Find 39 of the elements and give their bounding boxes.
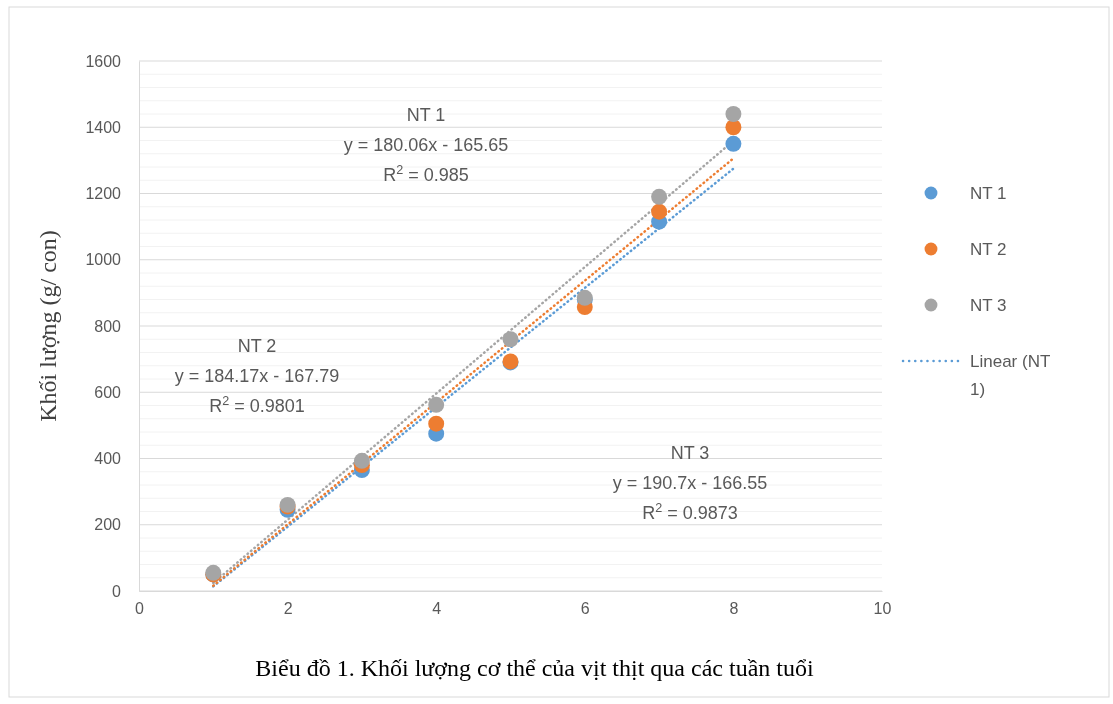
- x-tick-label: 10: [873, 600, 892, 618]
- y-tick-label: 600: [94, 383, 122, 401]
- point: [725, 135, 742, 152]
- x-tick-label: 4: [432, 600, 442, 618]
- x-tick-label: 0: [135, 600, 145, 618]
- x-tick-label: 6: [580, 600, 590, 618]
- legend-label: Linear (NT 1): [970, 352, 1051, 399]
- legend-label: NT 3: [970, 296, 1007, 315]
- x-tick-label: 8: [729, 600, 739, 618]
- point: [428, 396, 445, 413]
- x-tick-label: 2: [283, 600, 293, 618]
- legend-label: NT 1: [970, 184, 1007, 203]
- annotation: y = 180.06x - 165.65: [343, 135, 509, 155]
- point: [353, 452, 370, 469]
- annotation: NT 3: [670, 443, 710, 463]
- y-tick-label: 0: [112, 582, 122, 600]
- point: [725, 106, 742, 122]
- annotation: R$^{2}$ = 0.9873: [642, 501, 738, 523]
- legend-label: NT 2: [970, 240, 1007, 259]
- y-tick-label: 200: [94, 516, 122, 534]
- annotation: y = 184.17x - 167.79: [174, 366, 340, 386]
- point: [428, 415, 445, 432]
- point: [502, 331, 519, 348]
- y-tick-label: 1200: [85, 185, 122, 203]
- annotation: NT 2: [237, 336, 277, 356]
- annotation: R$^{2}$ = 0.9801: [209, 394, 305, 416]
- y-tick-label: 1000: [85, 251, 122, 269]
- y-tick-label: 400: [94, 450, 122, 468]
- point: [651, 203, 668, 220]
- y-axis-title: Khối lượng (g/ con): [35, 230, 61, 422]
- annotation: y = 190.7x - 166.55: [612, 473, 768, 493]
- annotation: NT 1: [406, 105, 446, 125]
- annotation: R$^{2}$ = 0.985: [383, 163, 469, 185]
- y-tick-label: 1400: [85, 118, 122, 136]
- point: [651, 188, 668, 205]
- y-tick-label: 800: [94, 317, 122, 335]
- text: Biểu đồ 1. Khối lượng cơ thể của vịt thịt qua các tuần tuổi: [255, 655, 814, 681]
- point: [725, 119, 742, 136]
- y-tick-label: 1600: [85, 52, 122, 70]
